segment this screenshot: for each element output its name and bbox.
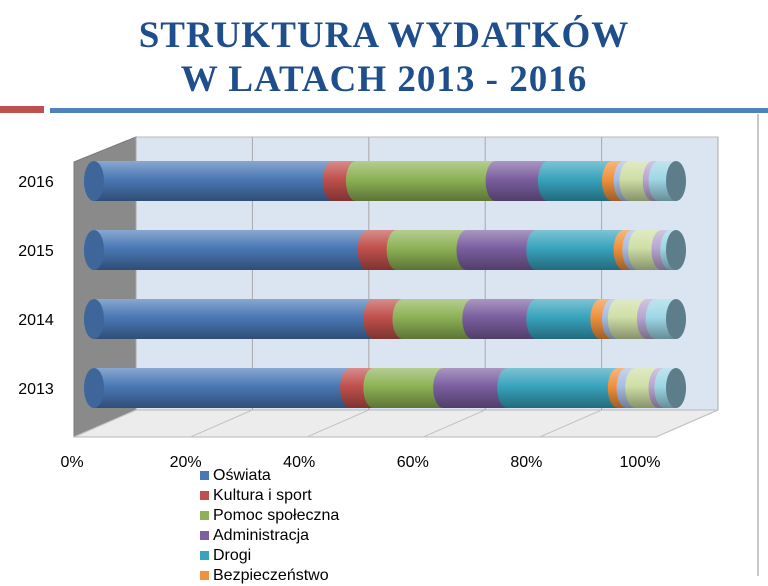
x-tick-label: 100%: [620, 454, 661, 471]
y-tick-label: 2014: [18, 312, 54, 329]
bar-segment: [386, 230, 477, 270]
legend-label: Kultura i sport: [213, 487, 312, 504]
bar-segment: [526, 230, 634, 270]
floor-gridline: [423, 409, 486, 438]
title-accent-red: [0, 106, 44, 113]
bar-cap-left: [84, 161, 104, 201]
legend-swatch: [200, 471, 209, 480]
bar-segment: [392, 299, 483, 339]
floor-gridline: [306, 409, 369, 438]
slide-title: STRUKTURA WYDATKÓW W LATACH 2013 - 2016: [0, 14, 768, 102]
legend-label: Drogi: [213, 547, 252, 564]
bar-group-2016: [84, 161, 686, 201]
bar-cap-left: [84, 299, 104, 339]
bar-group-2013: [84, 368, 686, 408]
bar-cap-right: [666, 368, 686, 408]
floor-gridline: [655, 409, 719, 438]
bar-segment: [84, 299, 384, 339]
x-tick-label: 20%: [170, 454, 202, 471]
legend-label: Bezpieczeństwo: [213, 567, 329, 584]
y-tick-label: 2016: [18, 174, 54, 191]
x-tick-label: 80%: [510, 454, 542, 471]
bar-segment: [84, 161, 343, 201]
bar-segment: [456, 230, 547, 270]
bar-group-2015: [84, 230, 686, 270]
floor-gridline: [539, 409, 602, 438]
bar-cap-left: [84, 230, 104, 270]
legend-label: Pomoc społeczna: [213, 507, 340, 524]
x-tick-label: 0%: [60, 454, 83, 471]
bar-segment: [363, 368, 454, 408]
bar-segment: [526, 299, 611, 339]
x-tick-label: 40%: [283, 454, 315, 471]
legend-swatch: [200, 551, 209, 560]
bar-segment: [345, 161, 506, 201]
floor-gridline: [190, 409, 253, 438]
title-accent-blue: [50, 108, 768, 113]
title-line-1: STRUKTURA WYDATKÓW: [138, 15, 630, 56]
chart-floor: [73, 409, 719, 438]
bar-group-2014: [84, 299, 686, 339]
legend-label: Administracja: [213, 527, 310, 544]
bar-segment: [497, 368, 628, 408]
bar-segment: [537, 161, 622, 201]
bar-cap-right: [666, 230, 686, 270]
title-line-2: W LATACH 2013 - 2016: [180, 59, 588, 100]
legend-swatch: [200, 531, 209, 540]
legend-label: Oświata: [213, 467, 271, 484]
bar-segment: [462, 299, 547, 339]
y-tick-label: 2015: [18, 243, 54, 260]
bar-cap-left: [84, 368, 104, 408]
floor-gridline: [73, 409, 137, 438]
bar-segment: [433, 368, 518, 408]
bar-segment: [84, 230, 378, 270]
legend-swatch: [200, 491, 209, 500]
bar-segment: [84, 368, 361, 408]
y-tick-label: 2013: [18, 381, 54, 398]
legend-swatch: [200, 511, 209, 520]
bar-cap-right: [666, 161, 686, 201]
x-tick-label: 60%: [397, 454, 429, 471]
bar-cap-right: [666, 299, 686, 339]
